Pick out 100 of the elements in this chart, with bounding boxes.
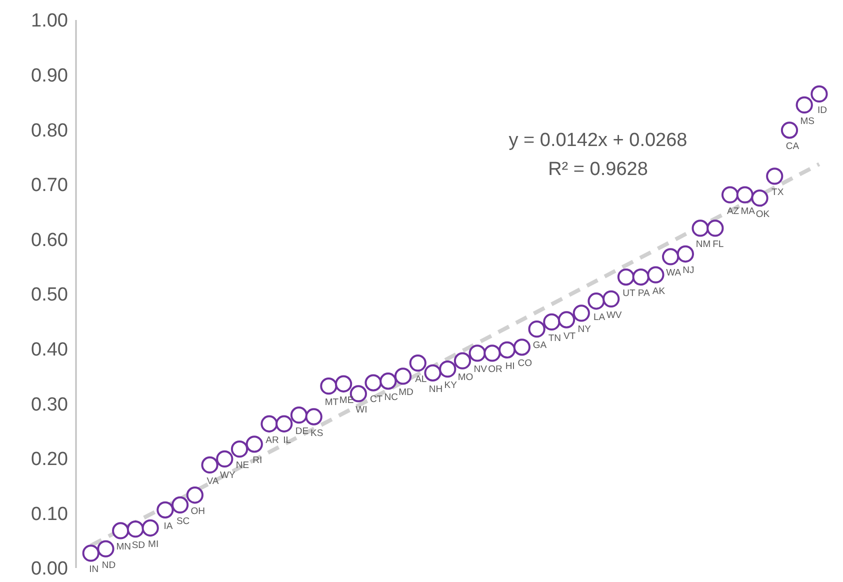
point — [484, 344, 501, 362]
point — [201, 456, 218, 474]
x-tick-label: CA — [786, 141, 800, 152]
x-tick-label: OR — [488, 364, 502, 376]
x-tick-label: MT — [324, 397, 339, 408]
x-tick-label: FL — [712, 239, 724, 250]
point — [543, 313, 560, 330]
x-tick-label: AR — [266, 434, 279, 446]
point — [454, 352, 472, 370]
point — [810, 85, 828, 103]
point — [721, 186, 739, 204]
point — [305, 408, 322, 426]
x-tick-label: LA — [593, 312, 606, 324]
point — [216, 450, 234, 468]
x-tick-label: NV — [474, 364, 488, 376]
x-tick-label: NC — [384, 392, 398, 404]
x-tick-label: DE — [295, 426, 309, 438]
x-tick-label: MN — [116, 542, 132, 553]
y-tick-label: 0.70 — [31, 175, 68, 196]
y-tick-label: 0.60 — [31, 230, 68, 251]
point — [692, 220, 709, 237]
y-tick-label: 0.00 — [31, 558, 68, 580]
point — [82, 544, 100, 562]
point — [439, 360, 456, 378]
point — [246, 436, 263, 453]
x-tick-label: MD — [398, 387, 414, 398]
x-tick-label: GA — [532, 340, 548, 352]
x-tick-label: IN — [89, 564, 99, 576]
x-tick-label: IA — [164, 520, 174, 532]
x-tick-label: WA — [666, 268, 682, 279]
point — [112, 522, 130, 540]
point — [409, 354, 426, 372]
point — [394, 368, 412, 385]
point — [126, 520, 144, 538]
point — [276, 415, 293, 432]
point — [290, 406, 308, 424]
point — [662, 248, 680, 266]
x-tick-label: TN — [548, 332, 562, 344]
y-tick-label: 0.80 — [31, 120, 68, 142]
point — [706, 220, 724, 237]
point — [796, 96, 813, 114]
x-tick-label: UT — [622, 288, 636, 300]
point — [751, 190, 768, 207]
x-tick-label: WV — [606, 310, 622, 321]
x-tick-label: KY — [444, 380, 458, 392]
point — [97, 540, 114, 558]
y-tick-label: 0.50 — [31, 284, 68, 306]
point — [334, 375, 352, 392]
point — [171, 496, 189, 514]
x-tick-label: AK — [652, 286, 666, 297]
point — [528, 320, 546, 338]
x-tick-label: AL — [415, 374, 427, 386]
y-tick-label: 0.20 — [31, 449, 68, 470]
x-tick-label: NJ — [682, 264, 694, 276]
x-tick-label: RI — [252, 455, 262, 466]
point — [736, 186, 754, 204]
x-tick-label: ME — [339, 394, 354, 406]
x-tick-label: AZ — [726, 206, 740, 217]
y-tick-label: 1.00 — [31, 10, 68, 32]
point — [156, 501, 174, 518]
point — [260, 415, 278, 432]
x-tick-label: OK — [756, 209, 770, 220]
x-tick-label: VA — [206, 476, 220, 487]
y-tick-label: 0.30 — [31, 394, 68, 416]
point — [142, 519, 159, 537]
y-tick-label: 0.10 — [31, 504, 68, 525]
point — [617, 268, 635, 286]
point — [513, 338, 530, 356]
point — [632, 268, 650, 286]
x-tick-label: NE — [236, 460, 250, 472]
x-tick-label: WY — [220, 470, 236, 481]
point — [676, 245, 694, 263]
point — [468, 344, 486, 362]
point — [320, 378, 338, 395]
x-tick-label: TX — [772, 187, 784, 198]
point — [186, 486, 204, 504]
point — [780, 122, 798, 139]
y-tick-label: 0.40 — [31, 340, 68, 361]
annotation: R² = 0.9628 — [547, 158, 649, 182]
x-tick-label: CO — [518, 358, 532, 370]
x-tick-label: NH — [428, 384, 443, 395]
point — [558, 311, 576, 328]
point — [572, 304, 590, 322]
x-tick-label: CT — [370, 394, 383, 405]
x-tick-label: ND — [102, 560, 116, 571]
point — [647, 266, 664, 284]
point — [380, 372, 397, 390]
x-tick-label: PA — [638, 288, 650, 300]
x-tick-label: SC — [176, 516, 190, 527]
x-tick-label: IL — [283, 434, 292, 446]
x-tick-label: NY — [578, 324, 592, 336]
point — [602, 290, 620, 308]
x-tick-label: MI — [148, 538, 159, 550]
point — [766, 168, 784, 185]
annotation: y = 0.0142x + 0.0268 — [508, 129, 688, 153]
point — [588, 292, 605, 310]
x-tick-label: SD — [132, 540, 146, 552]
x-tick-label: HI — [505, 360, 515, 372]
point — [498, 341, 516, 358]
x-tick-label: WI — [356, 404, 368, 416]
